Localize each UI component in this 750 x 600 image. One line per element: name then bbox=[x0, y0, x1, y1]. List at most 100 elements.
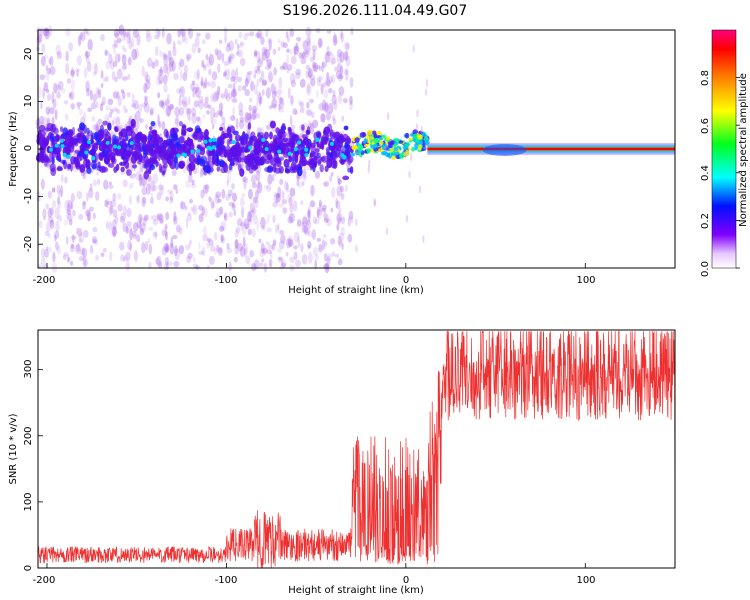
band-blob bbox=[215, 154, 219, 164]
noise-blob bbox=[70, 260, 74, 266]
noise-blob bbox=[39, 115, 45, 125]
noise-blob bbox=[137, 103, 143, 114]
noise-blob bbox=[77, 105, 81, 110]
noise-blob bbox=[228, 40, 235, 52]
noise-blob bbox=[99, 103, 104, 112]
fragment-blob bbox=[408, 137, 413, 141]
noise-blob bbox=[306, 219, 312, 230]
noise-blob bbox=[241, 192, 246, 198]
colorbar-tick-label: 0.6 bbox=[700, 118, 711, 134]
top-y-axis-label: Frequency (Hz) bbox=[8, 111, 19, 187]
hot-spot bbox=[315, 137, 320, 142]
noise-blob bbox=[169, 103, 175, 110]
noise-blob bbox=[306, 36, 311, 46]
band-blob bbox=[203, 165, 211, 173]
noise-blob bbox=[104, 49, 108, 56]
noise-blob bbox=[61, 88, 66, 94]
noise-blob bbox=[78, 237, 83, 243]
noise-blob bbox=[275, 193, 280, 198]
fragment-blob bbox=[423, 134, 429, 139]
noise-blob bbox=[326, 29, 332, 34]
noise-blob bbox=[255, 102, 259, 114]
noise-blob bbox=[272, 48, 277, 55]
hot-spot bbox=[176, 153, 181, 158]
noise-blob bbox=[275, 192, 281, 199]
noise-blob bbox=[309, 200, 316, 208]
noise-blob bbox=[256, 50, 261, 63]
noise-blob bbox=[173, 184, 178, 191]
noise-blob bbox=[307, 230, 313, 238]
noise-blob bbox=[57, 200, 61, 209]
noise-blob bbox=[106, 200, 113, 205]
noise-blob bbox=[117, 95, 122, 107]
noise-blob bbox=[325, 79, 331, 87]
noise-blob bbox=[239, 246, 246, 257]
noise-blob bbox=[167, 189, 173, 194]
noise-blob bbox=[138, 165, 145, 173]
noise-blob bbox=[241, 224, 248, 236]
noise-blob bbox=[187, 211, 191, 217]
noise-blob bbox=[143, 83, 148, 94]
noise-blob bbox=[299, 106, 305, 114]
band-blob bbox=[282, 137, 288, 143]
noise-blob bbox=[140, 164, 144, 173]
noise-blob bbox=[204, 96, 209, 103]
noise-blob bbox=[266, 184, 272, 192]
noise-blob bbox=[208, 255, 215, 265]
noise-blob bbox=[342, 97, 348, 104]
noise-blob bbox=[297, 100, 304, 105]
noise-blob bbox=[256, 94, 259, 105]
noise-blob bbox=[217, 198, 222, 203]
noise-blob bbox=[250, 174, 257, 184]
noise-blob bbox=[240, 221, 247, 227]
noise-blob bbox=[306, 82, 311, 94]
band-blob bbox=[46, 135, 50, 146]
noise-blob bbox=[314, 170, 321, 179]
noise-blob bbox=[72, 209, 76, 217]
noise-blob bbox=[261, 51, 267, 61]
noise-blob bbox=[232, 90, 237, 100]
noise-blob bbox=[69, 243, 75, 253]
noise-blob bbox=[48, 233, 51, 239]
noise-blob bbox=[210, 117, 214, 124]
noise-blob bbox=[239, 116, 245, 123]
noise-blob bbox=[305, 26, 312, 37]
noise-blob bbox=[297, 235, 301, 248]
noise-blob bbox=[76, 227, 79, 236]
noise-blob bbox=[238, 31, 243, 39]
fragment-blob bbox=[410, 132, 414, 137]
band-blob bbox=[302, 140, 309, 146]
noise-blob bbox=[258, 92, 262, 105]
band-blob bbox=[283, 143, 288, 151]
noise-blob bbox=[182, 101, 188, 110]
band-blob bbox=[144, 159, 150, 169]
noise-blob bbox=[302, 40, 309, 51]
noise-blob bbox=[127, 56, 132, 66]
band-blob bbox=[269, 131, 273, 140]
noise-blob bbox=[57, 215, 63, 222]
noise-blob bbox=[97, 118, 103, 124]
hot-spot bbox=[293, 147, 298, 152]
noise-blob bbox=[198, 100, 204, 110]
noise-blob bbox=[233, 209, 237, 217]
band-blob bbox=[275, 127, 280, 134]
noise-blob bbox=[82, 229, 89, 238]
noise-blob bbox=[70, 243, 74, 249]
noise-blob bbox=[341, 115, 345, 122]
noise-blob bbox=[145, 79, 151, 90]
noise-blob bbox=[256, 221, 260, 231]
noise-blob bbox=[92, 71, 97, 77]
noise-blob bbox=[265, 241, 271, 246]
noise-blob bbox=[323, 101, 329, 114]
noise-blob bbox=[178, 61, 181, 70]
noise-blob bbox=[301, 221, 305, 233]
noise-blob bbox=[195, 82, 199, 93]
noise-blob bbox=[38, 220, 43, 229]
noise-blob bbox=[178, 227, 183, 235]
noise-blob bbox=[54, 230, 60, 239]
noise-blob bbox=[141, 65, 145, 77]
noise-blob bbox=[320, 83, 324, 95]
noise-blob bbox=[294, 109, 298, 116]
noise-blob bbox=[76, 68, 79, 78]
hot-spot bbox=[342, 155, 347, 160]
